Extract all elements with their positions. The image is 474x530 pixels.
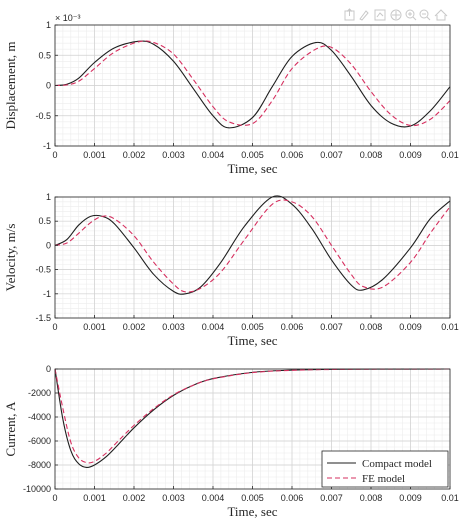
x-tick-label: 0.009 — [399, 150, 422, 160]
chart-panel-1: 0 0.001 0.002 0.003 0.004 0.005 0.006 0.007 0.00… — [3, 13, 459, 176]
y-axis-label: Velocity, m/s — [3, 224, 18, 292]
x-axis-label: Time, sec — [227, 504, 277, 519]
x-tick-label: 0.009 — [399, 493, 422, 503]
x-tick-label: 0.007 — [320, 322, 343, 332]
x-tick-label: 0.005 — [241, 322, 264, 332]
home-icon[interactable] — [434, 9, 448, 21]
axis-exponent-label: × 10⁻³ — [55, 13, 81, 23]
chart-panel-2: 0 0.001 0.002 0.003 0.004 0.005 0.006 0.007 0.00… — [3, 192, 459, 348]
x-tick-label: 0.001 — [83, 322, 106, 332]
x-tick-label: 0.004 — [202, 322, 225, 332]
x-tick-label: 0.01 — [441, 493, 459, 503]
x-tick-label: 0.002 — [123, 322, 146, 332]
x-tick-label: 0.001 — [83, 493, 106, 503]
series-line-compact-model — [54, 368, 451, 468]
y-tick-label: 0 — [46, 240, 51, 250]
x-tick-label: 0 — [52, 493, 57, 503]
x-tick-label: 0.007 — [320, 493, 343, 503]
y-tick-label: -4000 — [28, 412, 51, 422]
y-tick-label: 0.5 — [38, 50, 51, 60]
y-tick-label: 0 — [46, 81, 51, 91]
x-tick-label: 0.002 — [123, 493, 146, 503]
x-tick-label: 0.005 — [241, 493, 264, 503]
y-tick-label: -1 — [43, 141, 51, 151]
y-tick-label: -0.5 — [35, 265, 51, 275]
x-tick-label: 0.008 — [360, 322, 383, 332]
x-tick-label: 0.006 — [281, 493, 304, 503]
figure-toolbar[interactable] — [344, 8, 448, 21]
x-tick-label: 0 — [52, 150, 57, 160]
y-tick-label: -8000 — [28, 460, 51, 470]
y-tick-label: -2000 — [28, 388, 51, 398]
chart-panel-3: 0 0.001 0.002 0.003 0.004 0.005 0.006 0.007 0.00… — [3, 364, 459, 519]
x-axis-label: Time, sec — [227, 161, 277, 176]
x-tick-label: 0.006 — [281, 150, 304, 160]
data-tip-icon[interactable] — [374, 9, 386, 21]
x-tick-label: 0.005 — [241, 150, 264, 160]
x-tick-label: 0.001 — [83, 150, 106, 160]
y-axis-label: Current, A — [3, 401, 18, 456]
zoom-out-icon[interactable] — [419, 9, 431, 21]
x-tick-label: 0.007 — [320, 150, 343, 160]
y-tick-label: -10000 — [23, 484, 51, 494]
series-line-compact-model — [54, 195, 451, 295]
pan-icon[interactable] — [390, 9, 402, 21]
legend-label: Compact model — [362, 458, 432, 470]
y-tick-label: 1 — [46, 20, 51, 30]
y-tick-label: -1.5 — [35, 313, 51, 323]
x-tick-label: 0 — [52, 322, 57, 332]
series-line-fe-model — [54, 40, 451, 127]
y-tick-label: 0.5 — [38, 216, 51, 226]
brush-icon[interactable] — [359, 10, 369, 21]
legend-label: FE model — [362, 473, 405, 485]
legend-box — [321, 450, 449, 488]
x-tick-label: 0.004 — [202, 150, 225, 160]
x-tick-label: 0.006 — [281, 322, 304, 332]
y-tick-label: -6000 — [28, 436, 51, 446]
x-tick-label: 0.01 — [441, 322, 459, 332]
x-tick-label: 0.004 — [202, 493, 225, 503]
series-line-fe-model — [54, 368, 451, 464]
y-tick-label: 0 — [46, 364, 51, 374]
legend: Compact model FE model — [321, 450, 449, 488]
x-tick-label: 0.003 — [162, 150, 185, 160]
grid — [54, 24, 451, 147]
x-tick-label: 0.008 — [360, 493, 383, 503]
export-icon[interactable] — [344, 8, 355, 21]
x-axis-label: Time, sec — [227, 333, 277, 348]
x-tick-label: 0.008 — [360, 150, 383, 160]
y-tick-label: -1 — [43, 289, 51, 299]
x-tick-label: 0.009 — [399, 322, 422, 332]
x-tick-label: 0.003 — [162, 322, 185, 332]
y-tick-label: -0.5 — [35, 111, 51, 121]
y-axis-label: Displacement, m — [3, 41, 18, 129]
x-tick-label: 0.01 — [441, 150, 459, 160]
x-tick-label: 0.003 — [162, 493, 185, 503]
x-tick-label: 0.002 — [123, 150, 146, 160]
zoom-in-icon[interactable] — [405, 9, 417, 21]
y-tick-label: 1 — [46, 192, 51, 202]
